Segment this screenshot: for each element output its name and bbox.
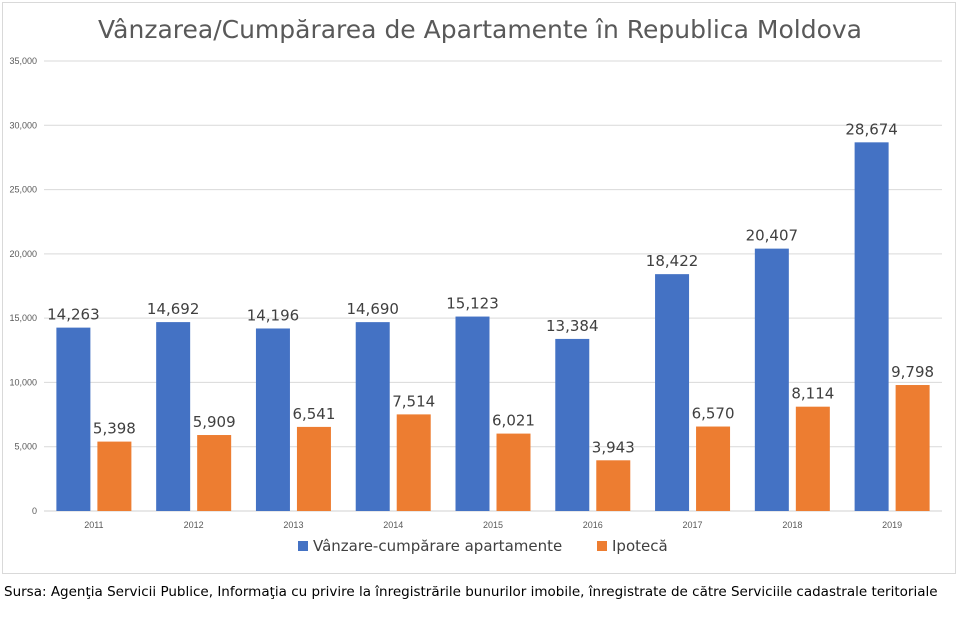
data-label: 14,196 xyxy=(247,306,300,324)
bar-series-2 xyxy=(596,460,631,511)
bar-series-2 xyxy=(97,441,132,511)
data-label: 7,514 xyxy=(392,392,435,410)
data-label: 14,263 xyxy=(47,306,100,324)
legend-swatch xyxy=(597,541,607,551)
bar-series-1 xyxy=(255,328,290,511)
bar-chart: Vânzarea/Cumpărarea de Apartamente în Re… xyxy=(9,15,942,555)
legend-label: Ipotecă xyxy=(612,537,668,555)
chart-title: Vânzarea/Cumpărarea de Apartamente în Re… xyxy=(98,15,862,44)
y-tick-label: 0 xyxy=(32,506,37,516)
data-label: 14,690 xyxy=(346,300,399,318)
y-tick-label: 15,000 xyxy=(9,313,37,323)
x-tick-label: 2013 xyxy=(283,520,303,530)
y-tick-label: 20,000 xyxy=(9,249,37,259)
data-label: 6,570 xyxy=(692,405,735,423)
data-label: 15,123 xyxy=(446,295,499,313)
bar-series-1 xyxy=(355,322,390,511)
y-tick-label: 25,000 xyxy=(9,185,37,195)
data-label: 6,021 xyxy=(492,412,535,430)
data-label: 8,114 xyxy=(791,385,834,403)
x-tick-label: 2011 xyxy=(84,520,103,530)
y-tick-label: 35,000 xyxy=(9,56,37,66)
y-tick-label: 10,000 xyxy=(9,377,37,387)
data-label: 3,943 xyxy=(592,438,635,456)
bar-series-2 xyxy=(696,426,731,511)
data-label: 20,407 xyxy=(746,227,799,245)
gridlines xyxy=(44,60,942,512)
x-tick-label: 2014 xyxy=(383,520,403,530)
bar-series-2 xyxy=(795,406,830,511)
data-label: 14,692 xyxy=(147,300,200,318)
data-label: 28,674 xyxy=(845,120,898,138)
bar-series-1 xyxy=(655,274,690,511)
y-axis-ticks: 0 5,000 10,000 15,000 20,000 25,000 30,000 35,0… xyxy=(9,56,37,516)
data-label: 18,422 xyxy=(646,252,699,270)
bar-series-1 xyxy=(754,248,789,512)
x-tick-label: 2019 xyxy=(882,520,902,530)
x-tick-label: 2018 xyxy=(782,520,802,530)
y-tick-label: 5,000 xyxy=(14,442,37,452)
data-labels: 14,263 5,398 14,692 5,909 14,196 6,541 14,690 7… xyxy=(47,120,934,456)
data-label: 5,909 xyxy=(193,413,236,431)
bar-series-2 xyxy=(197,435,232,511)
legend-label: Vânzare-cumpărare apartamente xyxy=(313,537,562,555)
data-label: 5,398 xyxy=(93,420,136,438)
bar-series-1 xyxy=(854,142,889,511)
bar-series-1 xyxy=(156,322,191,511)
source-note: Sursa: Agenţia Servicii Publice, Informa… xyxy=(4,584,938,600)
x-tick-label: 2015 xyxy=(483,520,503,530)
x-axis-ticks: 2011 2012 2013 2014 2015 2016 2017 2018 2019 xyxy=(84,520,902,530)
legend-swatch xyxy=(298,541,308,551)
bar-series-2 xyxy=(496,433,531,511)
bar-series-1 xyxy=(555,338,590,511)
data-label: 13,384 xyxy=(546,317,599,335)
data-label: 6,541 xyxy=(292,405,335,423)
bar-series-2 xyxy=(296,426,331,511)
legend: Vânzare-cumpărare apartamente Ipotecă xyxy=(298,537,668,555)
x-tick-label: 2012 xyxy=(184,520,204,530)
y-tick-label: 30,000 xyxy=(9,120,37,130)
bars xyxy=(56,142,930,512)
bar-series-2 xyxy=(895,385,930,511)
bar-series-1 xyxy=(56,327,91,511)
bar-series-2 xyxy=(396,414,431,511)
x-tick-label: 2016 xyxy=(583,520,603,530)
x-tick-label: 2017 xyxy=(683,520,703,530)
data-label: 9,798 xyxy=(891,363,934,381)
bar-series-1 xyxy=(455,316,490,511)
